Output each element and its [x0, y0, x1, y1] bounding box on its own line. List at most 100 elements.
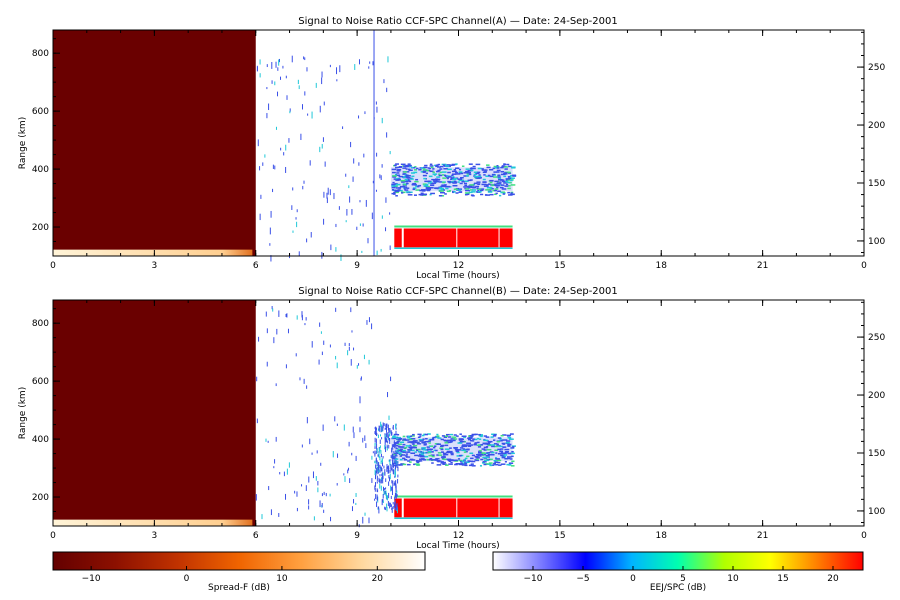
echo-pixel — [489, 175, 494, 178]
echo-pixel — [423, 444, 427, 446]
echo-pixel — [407, 449, 413, 451]
plume-pixel — [383, 423, 385, 427]
echo-pixel — [433, 174, 437, 176]
echo-pixel — [392, 435, 396, 437]
echo-pixel — [429, 165, 434, 167]
echo-pixel — [474, 455, 479, 458]
echo-pixel — [502, 434, 507, 436]
sparse-echo — [350, 359, 352, 366]
sparse-echo — [352, 176, 354, 182]
sparse-echo — [387, 56, 389, 63]
echo-pixel — [422, 459, 427, 461]
echo-pixel — [496, 182, 500, 185]
sparse-echo — [353, 499, 355, 504]
echo-pixel — [473, 438, 478, 441]
echo-pixel — [432, 168, 435, 170]
echo-pixel — [451, 173, 457, 175]
echo-pixel — [504, 185, 509, 187]
echo-pixel — [468, 163, 473, 165]
echo-pixel — [507, 179, 513, 181]
echo-pixel — [458, 459, 463, 462]
plume-pixel — [386, 444, 388, 449]
echo-pixel — [508, 165, 512, 168]
echo-pixel — [447, 171, 451, 174]
echo-pixel — [439, 171, 443, 174]
echo-pixel — [404, 165, 408, 168]
echo-pixel — [468, 464, 473, 467]
echo-pixel — [405, 176, 411, 179]
sparse-echo — [295, 353, 297, 357]
echo-pixel — [395, 174, 401, 177]
echo-pixel — [414, 463, 420, 465]
echo-pixel — [404, 455, 408, 457]
echo-pixel — [392, 453, 396, 456]
echo-pixel — [491, 445, 495, 448]
echo-pixel — [458, 454, 462, 457]
plume-pixel — [386, 438, 388, 443]
echo-pixel — [499, 186, 504, 189]
echo-pixel — [421, 458, 425, 460]
echo-pixel — [454, 460, 458, 462]
echo-pixel — [401, 463, 407, 466]
plume-pixel — [395, 451, 397, 457]
echo-pixel — [471, 195, 475, 197]
plume-pixel — [374, 469, 376, 475]
echo-pixel — [489, 458, 493, 461]
echo-pixel — [395, 187, 401, 189]
echo-pixel — [482, 442, 488, 445]
echo-pixel — [458, 191, 463, 193]
echo-pixel — [395, 451, 399, 453]
plume-pixel — [393, 440, 395, 446]
echo-pixel — [428, 180, 431, 182]
echo-pixel — [509, 433, 514, 435]
plume-pixel — [392, 501, 394, 505]
echo-pixel — [429, 448, 433, 451]
echo-pixel — [430, 181, 433, 183]
sparse-echo — [262, 162, 264, 166]
echo-pixel — [400, 192, 404, 194]
sparse-echo — [348, 343, 350, 347]
echo-pixel — [440, 185, 446, 188]
sparse-echo — [304, 91, 306, 96]
sparse-echo — [311, 341, 313, 348]
plume-pixel — [378, 477, 380, 483]
echo-pixel — [413, 463, 416, 466]
colorbar-spread-f: −10 0 10 20 Spread-F (dB) — [52, 551, 426, 593]
sparse-echo — [319, 146, 321, 153]
echo-pixel — [405, 171, 410, 173]
echo-pixel — [511, 460, 515, 463]
echo-pixel — [461, 460, 465, 463]
echo-pixel — [410, 446, 416, 449]
echo-pixel — [477, 455, 482, 457]
echo-pixel — [473, 182, 478, 185]
plume-pixel — [394, 507, 396, 511]
echo-pixel — [406, 456, 411, 458]
y-tick-label: 200 — [32, 223, 49, 233]
echo-pixel — [451, 436, 457, 438]
sparse-echo — [277, 67, 279, 71]
echo-pixel — [444, 453, 449, 456]
echo-pixel — [391, 168, 397, 171]
sparse-echo — [275, 383, 277, 387]
plume-pixel — [378, 470, 380, 473]
plume-pixel — [381, 477, 383, 481]
echo-pixel — [392, 175, 398, 177]
sparse-echo — [356, 226, 358, 230]
echo-pixel — [491, 451, 495, 454]
echo-pixel — [491, 173, 496, 176]
plume-pixel — [389, 459, 391, 466]
sparse-echo — [332, 451, 334, 458]
echo-pixel — [399, 455, 403, 457]
echo-pixel — [422, 448, 427, 451]
echo-pixel — [448, 460, 451, 463]
echo-pixel — [407, 164, 412, 167]
plume-pixel — [383, 490, 385, 495]
plume-pixel — [395, 485, 397, 491]
sparse-echo — [285, 166, 287, 173]
sparse-echo — [326, 192, 328, 199]
sparse-echo — [368, 66, 370, 69]
echo-pixel — [399, 437, 403, 440]
echo-pixel — [452, 164, 455, 166]
plume-pixel — [389, 473, 391, 480]
echo-pixel — [502, 443, 506, 445]
